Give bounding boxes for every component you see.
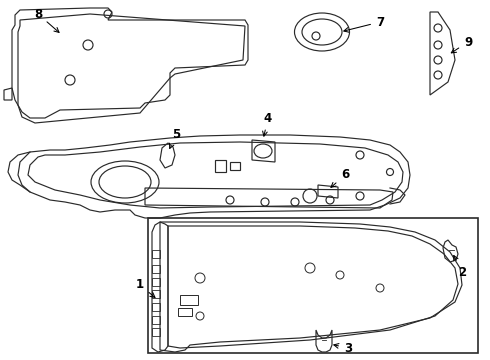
Bar: [152, 250, 160, 258]
Text: 7: 7: [344, 15, 384, 32]
Bar: [152, 316, 160, 324]
Bar: [180, 295, 198, 305]
Text: 3: 3: [334, 342, 352, 355]
Text: 1: 1: [136, 279, 155, 297]
Bar: [148, 218, 478, 353]
Text: 5: 5: [170, 129, 180, 148]
Bar: [152, 290, 160, 298]
Text: 6: 6: [331, 168, 349, 188]
Bar: [152, 328, 160, 336]
Text: 9: 9: [451, 36, 472, 53]
Bar: [152, 265, 160, 273]
Bar: [152, 278, 160, 286]
Text: 4: 4: [263, 112, 272, 136]
Bar: [152, 303, 160, 311]
Bar: [178, 308, 192, 316]
Text: 2: 2: [454, 256, 466, 279]
Text: 8: 8: [34, 8, 59, 32]
